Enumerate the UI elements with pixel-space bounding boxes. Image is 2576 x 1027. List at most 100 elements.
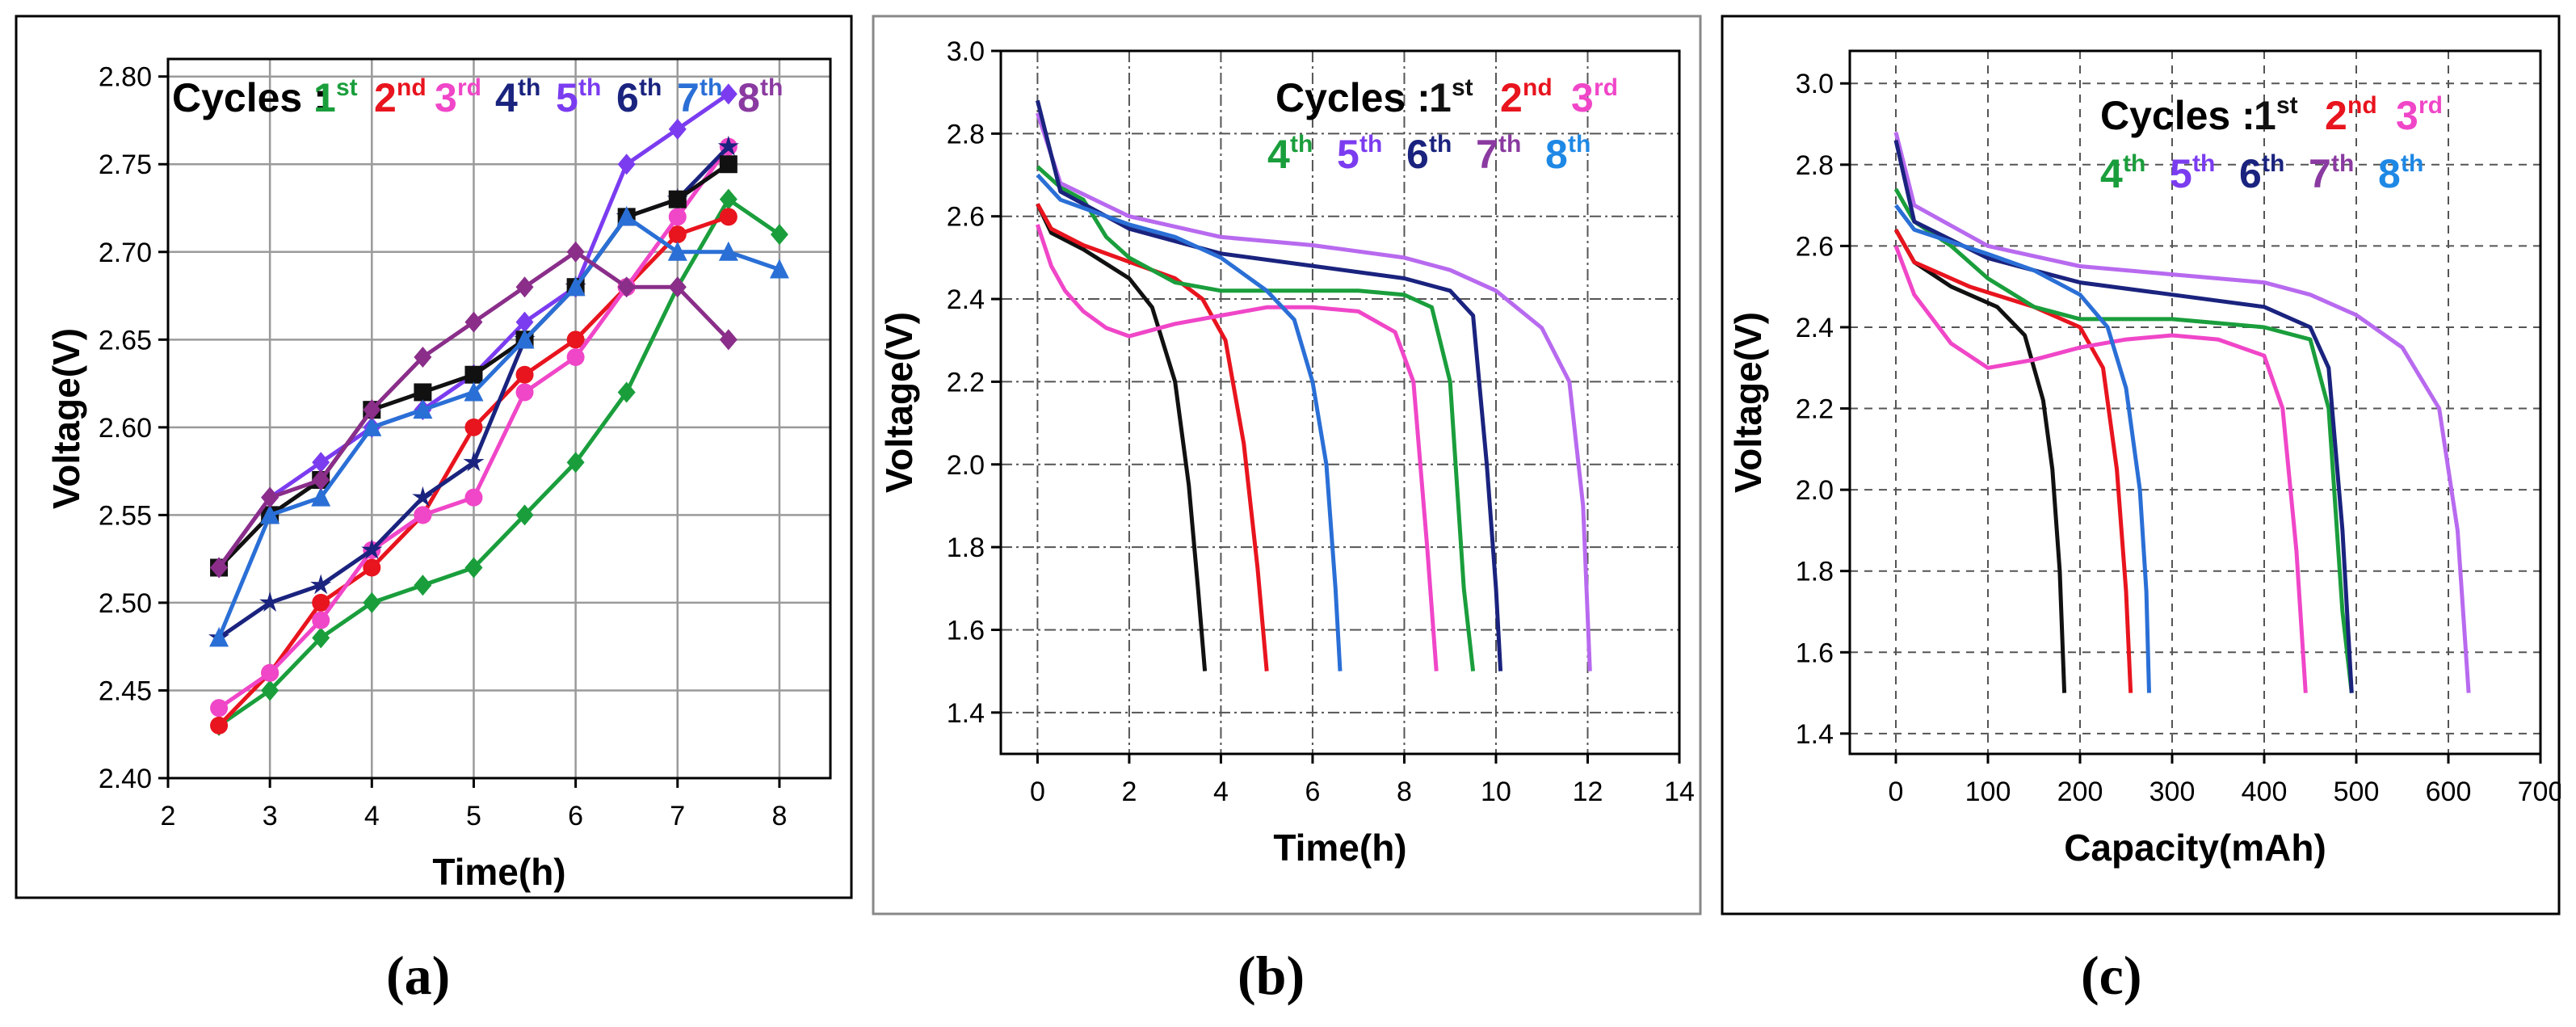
panel-frame xyxy=(1721,15,2561,915)
point-7th-8 xyxy=(616,206,637,226)
series-line-1st xyxy=(217,197,781,727)
point-2nd-10 xyxy=(719,208,738,226)
x-tick-label-2: 4 xyxy=(1213,777,1229,807)
x-tick-label-6: 12 xyxy=(1573,777,1603,807)
point-8th-3 xyxy=(363,399,381,421)
panel-a: 2 3 4 5 6 7 8 2.40 2.45 2.50 2.55 2.60 2.65 2.70 2.75 2… xyxy=(15,15,853,899)
series-line-7th xyxy=(1036,173,1343,671)
legend-item-6: 6 xyxy=(616,75,639,120)
point-6th-4 xyxy=(414,383,432,402)
point-6th-5 xyxy=(464,365,483,384)
y-axis-title: Voltage(V) xyxy=(878,312,920,493)
point-5th-6 xyxy=(515,311,534,333)
y-tick-label-8: 3.0 xyxy=(947,36,985,67)
point-7th-7 xyxy=(565,276,586,297)
x-tick-label-1: 100 xyxy=(1965,777,2011,807)
legend-item-8: 8 xyxy=(1545,132,1568,177)
series-line-5th xyxy=(1036,112,1592,671)
point-4th-10 xyxy=(717,135,739,156)
y-tick-label-1: 2.45 xyxy=(99,676,152,706)
series-line-7th xyxy=(1894,204,2151,693)
x-tick-label-6: 8 xyxy=(771,801,787,831)
x-tick-label-1: 2 xyxy=(1121,777,1137,807)
x-axis-title: Capacity(mAh) xyxy=(2064,827,2326,869)
legend-item-sup-5: th xyxy=(2192,150,2215,177)
x-tick-label-5: 7 xyxy=(670,801,685,831)
x-tick-label-0: 0 xyxy=(1030,777,1045,807)
series-line-3rd xyxy=(1893,245,2308,693)
panel-frame xyxy=(15,15,853,899)
legend-item-sup-2: nd xyxy=(2347,92,2377,119)
panel-frame xyxy=(872,15,1702,915)
x-tick-label-1: 3 xyxy=(263,801,278,831)
legend-item-sup-3: rd xyxy=(2418,92,2443,119)
point-7th-4 xyxy=(413,399,433,419)
point-3rd-4 xyxy=(414,506,432,524)
legend-item-5: 5 xyxy=(1337,132,1359,177)
y-tick-label-0: 1.4 xyxy=(1796,719,1834,750)
panel-c: 0 100 200 300 400 500 600 700 1.4 1.6 1.8 2.0 2.2 2.4… xyxy=(1721,15,2563,915)
legend-item-3: 3 xyxy=(1571,75,1594,120)
point-2nd-5 xyxy=(464,418,483,436)
point-3rd-2 xyxy=(312,611,330,629)
x-tick-label-0: 0 xyxy=(1889,777,1904,807)
point-8th-6 xyxy=(515,276,534,298)
point-3rd-5 xyxy=(464,488,483,507)
series-line-5th xyxy=(1893,131,2471,693)
x-tick-label-4: 8 xyxy=(1397,777,1412,807)
point-1st-11 xyxy=(770,224,788,246)
x-tick-label-4: 6 xyxy=(568,801,583,831)
point-3rd-0 xyxy=(210,699,229,718)
point-4th-4 xyxy=(412,486,434,507)
legend-item-sup-4: th xyxy=(2123,150,2145,177)
legend-item-sup-8: th xyxy=(760,74,783,101)
x-tick-label-3: 300 xyxy=(2149,777,2196,807)
point-8th-1 xyxy=(261,486,279,508)
y-tick-label-7: 2.75 xyxy=(99,149,152,180)
point-3rd-1 xyxy=(261,663,279,682)
x-axis-title: Time(h) xyxy=(432,851,565,893)
legend-item-7: 7 xyxy=(2309,151,2331,196)
y-tick-label-3: 2.55 xyxy=(99,500,152,531)
series-group xyxy=(208,83,789,736)
y-tick-label-5: 2.4 xyxy=(1796,313,1834,343)
legend-item-sup-7: th xyxy=(700,74,722,101)
series-line-2nd xyxy=(1893,229,2133,693)
x-tick-label-2: 200 xyxy=(2057,777,2103,807)
chart-a: 2 3 4 5 6 7 82.402.452.502.552.602.652.702.752… xyxy=(15,15,853,899)
x-tick-label-0: 2 xyxy=(161,801,176,831)
point-7th-10 xyxy=(718,241,738,261)
legend-item-sup-2: nd xyxy=(1523,74,1553,101)
legend-item-sup-1: st xyxy=(1452,74,1473,101)
legend-item-sup-5: th xyxy=(1359,131,1382,158)
x-axis-title: Time(h) xyxy=(1273,827,1406,869)
legend-item-sup-3: rd xyxy=(457,74,481,101)
point-2nd-2 xyxy=(312,593,330,612)
point-8th-10 xyxy=(719,329,738,351)
point-7th-6 xyxy=(515,329,535,349)
point-1st-10 xyxy=(719,188,738,210)
point-5th-10 xyxy=(719,83,738,105)
point-1st-1 xyxy=(261,680,279,701)
series-line-1st xyxy=(1893,229,2067,693)
point-4th-5 xyxy=(463,451,485,472)
point-1st-6 xyxy=(515,504,534,526)
legend-item-2: 2 xyxy=(374,75,397,120)
legend-item-4: 4 xyxy=(495,75,518,120)
point-8th-5 xyxy=(464,311,483,333)
point-1st-3 xyxy=(363,591,381,613)
point-1st-2 xyxy=(312,627,330,649)
legend-item-sup-8: th xyxy=(2401,150,2423,177)
y-tick-label-6: 2.6 xyxy=(1796,231,1834,262)
y-tick-label-4: 2.60 xyxy=(99,413,152,444)
legend-prefix: Cycles : xyxy=(2100,93,2255,138)
point-5th-2 xyxy=(312,452,330,474)
legend-item-6: 6 xyxy=(2239,151,2262,196)
y-tick-label-0: 1.4 xyxy=(947,698,985,729)
plot-area xyxy=(1848,49,2542,756)
legend-item-sup-1: st xyxy=(336,74,358,101)
x-tick-label-4: 400 xyxy=(2242,777,2288,807)
point-2nd-0 xyxy=(210,716,229,734)
